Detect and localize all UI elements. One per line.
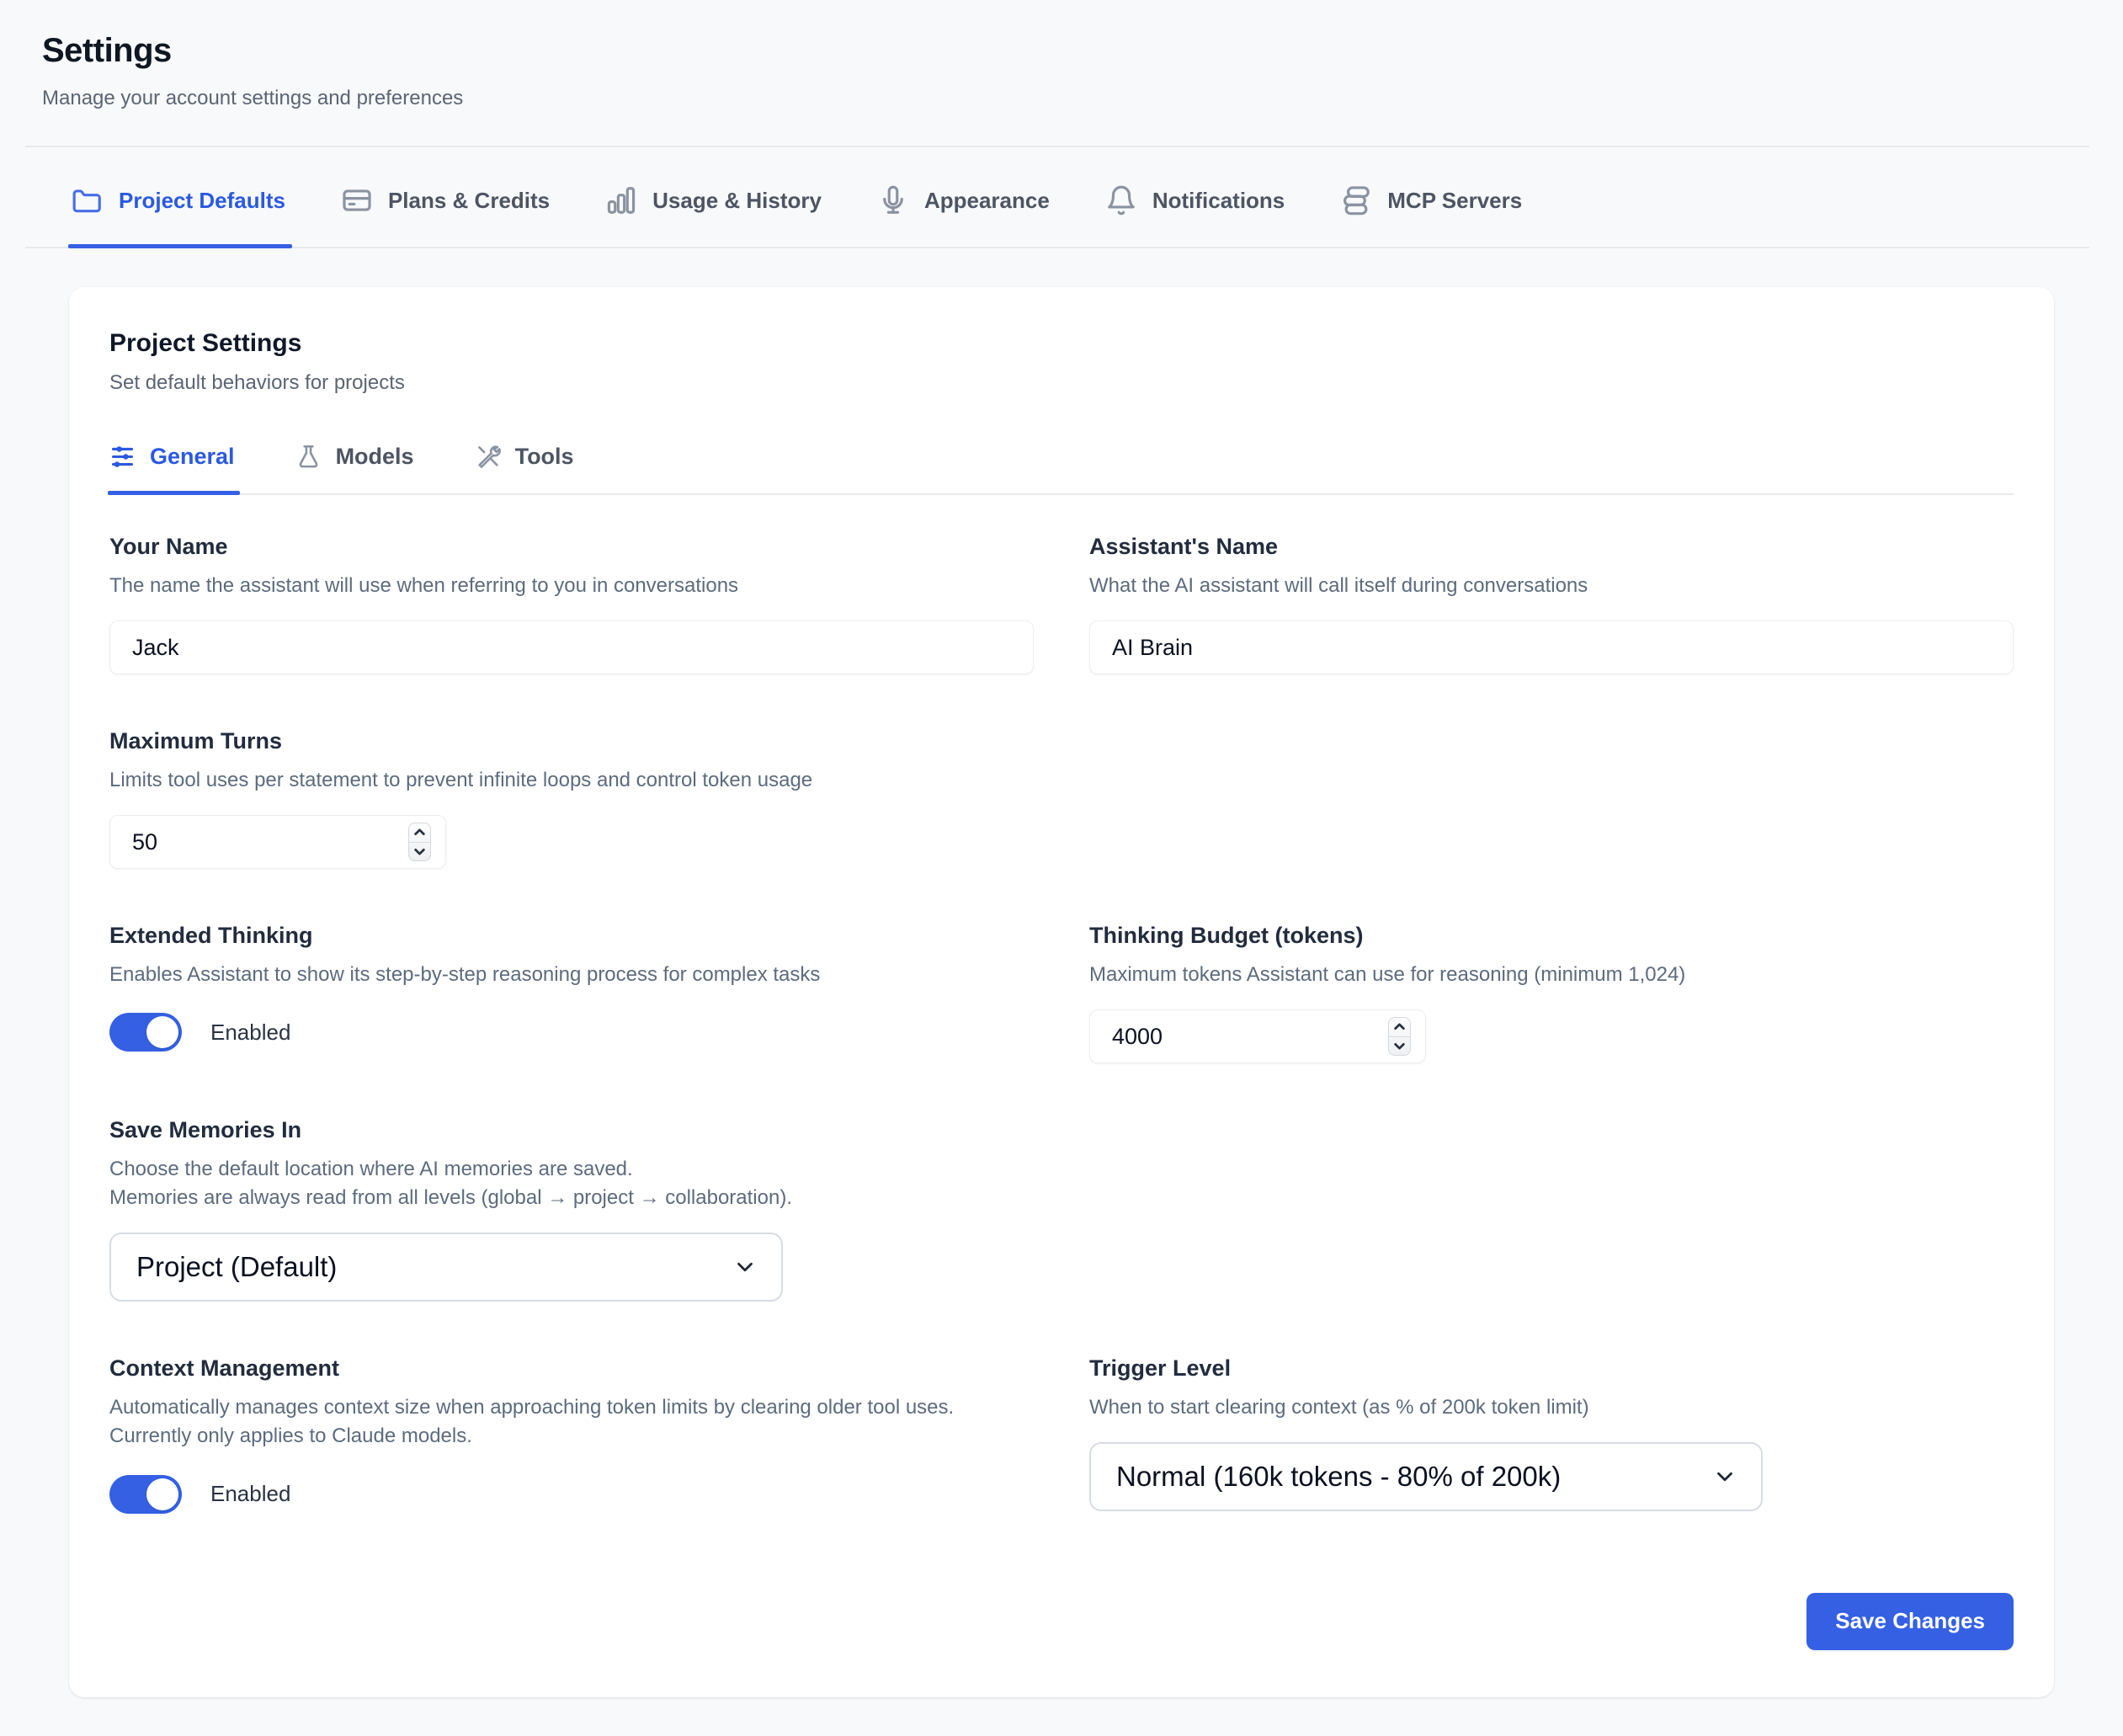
context-management-description-line2: Currently only applies to Claude models. — [109, 1424, 472, 1448]
context-management-field-group: Context Management Automatically manages… — [109, 1355, 1034, 1514]
save-memories-description-line2: Memories are always read from all levels… — [109, 1186, 792, 1210]
save-memories-field-group: Save Memories In Choose the default loca… — [109, 1117, 1034, 1302]
tab-label: Plans & Credits — [387, 187, 551, 213]
page-header: Settings Manage your account settings an… — [0, 0, 2123, 146]
toggle-knob — [146, 1016, 178, 1049]
maximum-turns-input[interactable] — [109, 815, 446, 870]
context-management-state: Enabled — [210, 1481, 291, 1507]
project-settings-card: Project Settings Set default behaviors f… — [69, 287, 2054, 1697]
context-management-description: Automatically manages context size when … — [109, 1393, 1034, 1451]
chevron-up-icon — [1394, 1023, 1405, 1030]
extended-thinking-toggle[interactable] — [109, 1013, 182, 1052]
maximum-turns-field-group: Maximum Turns Limits tool uses per state… — [109, 728, 1034, 870]
maximum-turns-stepper — [408, 823, 431, 862]
trigger-level-field-group: Trigger Level When to start clearing con… — [1089, 1355, 2014, 1513]
tab-mcp-servers[interactable]: MCP Servers — [1340, 184, 1522, 247]
extended-thinking-description: Enables Assistant to show its step-by-st… — [109, 963, 821, 987]
credit-card-icon — [341, 184, 373, 216]
card-subtitle: Set default behaviors for projects — [109, 371, 405, 394]
server-stack-icon — [1340, 184, 1372, 216]
settings-tab-bar: Project Defaults Plans & Credits Usage &… — [25, 147, 2089, 248]
trigger-level-description: When to start clearing context (as % of … — [1089, 1396, 1589, 1419]
context-management-description-line1: Automatically manages context size when … — [109, 1396, 955, 1419]
tab-tools[interactable]: Tools — [475, 444, 574, 493]
assistant-name-input[interactable] — [1089, 620, 2014, 675]
chevron-up-icon — [414, 828, 425, 836]
flask-icon — [295, 444, 322, 470]
tab-models[interactable]: Models — [295, 444, 414, 493]
header-divider — [25, 146, 2089, 147]
tab-general[interactable]: General — [108, 444, 240, 495]
bar-chart-icon — [605, 184, 637, 216]
save-changes-button[interactable]: Save Changes — [1806, 1592, 2014, 1650]
thinking-budget-description: Maximum tokens Assistant can use for rea… — [1089, 963, 1686, 987]
settings-form: Your Name The name the assistant will us… — [109, 534, 2014, 1514]
save-memories-selected-value: Project (Default) — [136, 1251, 338, 1283]
tab-label: Appearance — [923, 187, 1050, 213]
save-memories-label: Save Memories In — [109, 1117, 302, 1143]
context-management-label: Context Management — [109, 1355, 340, 1382]
assistant-name-description: What the AI assistant will call itself d… — [1089, 574, 1588, 597]
stepper-up-button[interactable] — [1389, 1018, 1410, 1036]
tab-project-defaults[interactable]: Project Defaults — [68, 184, 292, 248]
sliders-icon — [109, 444, 136, 470]
your-name-label: Your Name — [109, 534, 228, 559]
chevron-down-icon — [1717, 1472, 1732, 1482]
assistant-name-field-group: Assistant's Name What the AI assistant w… — [1089, 534, 2014, 675]
trigger-level-label: Trigger Level — [1089, 1355, 1232, 1382]
tab-label: Project Defaults — [119, 187, 285, 213]
save-row: Save Changes — [109, 1592, 2014, 1650]
tab-plans-credits[interactable]: Plans & Credits — [341, 184, 550, 247]
card-tab-bar: General Models Tools — [108, 444, 2014, 495]
thinking-budget-input[interactable] — [1089, 1009, 1426, 1064]
folder-icon — [72, 184, 104, 216]
tab-usage-history[interactable]: Usage & History — [605, 184, 822, 247]
toggle-knob — [146, 1478, 178, 1510]
tab-appearance[interactable]: Appearance — [877, 184, 1050, 247]
tab-notifications[interactable]: Notifications — [1105, 184, 1285, 247]
maximum-turns-label: Maximum Turns — [109, 728, 283, 754]
thinking-budget-field-group: Thinking Budget (tokens) Maximum tokens … — [1089, 923, 2014, 1064]
card-title: Project Settings — [109, 329, 302, 357]
chevron-down-icon — [414, 848, 425, 855]
chevron-down-icon — [1394, 1042, 1405, 1050]
page-title: Settings — [42, 32, 172, 69]
bell-icon — [1105, 184, 1137, 216]
tab-label: Notifications — [1152, 187, 1285, 213]
thinking-budget-label: Thinking Budget (tokens) — [1089, 923, 1364, 949]
context-management-toggle[interactable] — [109, 1474, 182, 1514]
tab-label: MCP Servers — [1387, 187, 1523, 213]
trigger-level-selected-value: Normal (160k tokens - 80% of 200k) — [1116, 1461, 1562, 1493]
page-subtitle: Manage your account settings and prefere… — [42, 87, 464, 109]
assistant-name-label: Assistant's Name — [1089, 534, 1279, 559]
microphone-icon — [877, 184, 909, 216]
empty-cell — [1089, 728, 2014, 869]
tab-label: Models — [335, 444, 414, 469]
tab-label: Tools — [514, 444, 574, 469]
tab-label: General — [150, 444, 235, 469]
extended-thinking-state: Enabled — [210, 1019, 291, 1045]
your-name-input[interactable] — [109, 620, 1034, 675]
stepper-down-button[interactable] — [1389, 1036, 1410, 1056]
extended-thinking-label: Extended Thinking — [109, 923, 313, 949]
save-memories-description: Choose the default location where AI mem… — [109, 1155, 1034, 1212]
stepper-up-button[interactable] — [409, 823, 430, 842]
chevron-down-icon — [737, 1263, 753, 1272]
tab-label: Usage & History — [652, 187, 822, 213]
extended-thinking-field-group: Extended Thinking Enables Assistant to s… — [109, 923, 1034, 1063]
maximum-turns-description: Limits tool uses per statement to preven… — [109, 769, 813, 792]
stepper-down-button[interactable] — [409, 841, 430, 861]
your-name-description: The name the assistant will use when ref… — [109, 574, 739, 597]
save-memories-select[interactable]: Project (Default) — [109, 1233, 783, 1302]
your-name-field-group: Your Name The name the assistant will us… — [109, 534, 1034, 675]
tools-icon — [475, 444, 501, 470]
thinking-budget-stepper — [1388, 1017, 1411, 1057]
trigger-level-select[interactable]: Normal (160k tokens - 80% of 200k) — [1089, 1442, 1763, 1512]
save-memories-description-line1: Choose the default location where AI mem… — [109, 1158, 633, 1181]
empty-cell — [1089, 1117, 2014, 1302]
